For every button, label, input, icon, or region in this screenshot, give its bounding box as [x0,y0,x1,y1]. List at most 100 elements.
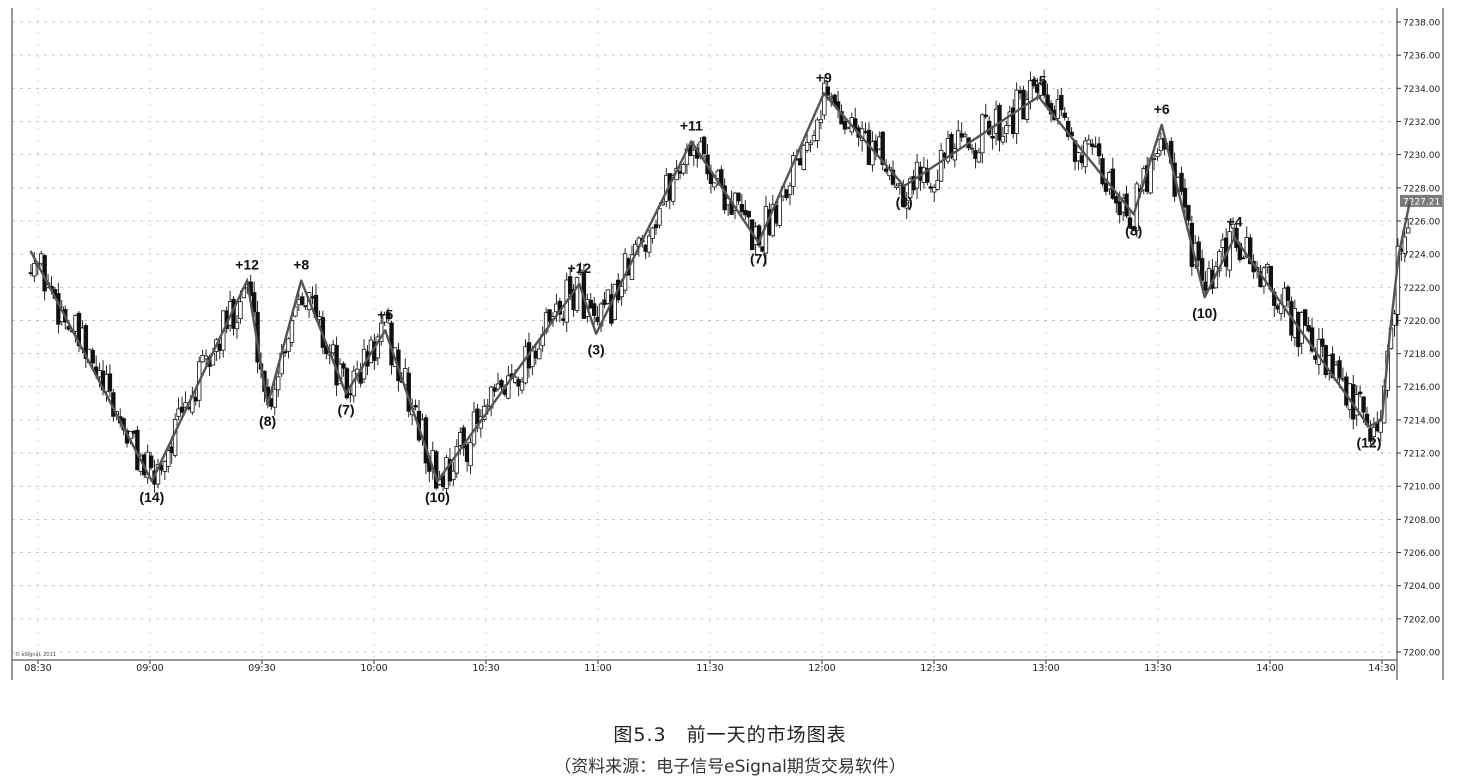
candle-body [890,169,896,185]
candle-body [1392,313,1397,326]
candle [853,107,858,130]
candle-body [1090,143,1095,147]
candle-body [801,145,806,171]
candle-body [839,111,844,125]
candle-body [712,182,717,188]
candle [818,110,824,129]
candle [1371,417,1377,447]
candle-body [1265,264,1270,268]
y-tick-label: 7208.00 [1403,516,1440,526]
candle-body [1241,257,1246,260]
candle-body [1086,139,1091,145]
candle-body [1196,241,1201,261]
candles [28,69,1411,495]
candle-body [468,441,473,467]
candle [468,437,473,475]
y-tick-label: 7232.00 [1403,118,1440,128]
swing-loss-label: (7) [337,401,354,417]
candle-body [272,388,277,408]
candle-body [949,134,954,158]
watermark-text: © eSignal, 2011 [15,651,56,658]
candle-body [983,114,988,117]
candle [454,439,460,478]
candle-body [1041,80,1047,96]
candle [83,323,89,368]
candle-body [925,167,930,183]
candle [90,347,95,369]
candle [1000,127,1006,145]
y-tick-label: 7222.00 [1403,284,1440,294]
y-tick-label: 7228.00 [1403,184,1440,194]
y-tick-label: 7202.00 [1403,615,1440,625]
candle [791,151,796,196]
candle-body [619,285,624,298]
x-tick-label: 11:30 [696,663,723,674]
candle [1090,138,1095,155]
candle-body [818,119,824,123]
candle [234,315,240,339]
candle [983,103,988,120]
candle [739,194,745,216]
candle [1155,148,1160,161]
candle [935,169,940,191]
y-tick-label: 7200.00 [1403,649,1440,659]
grid-lines [12,8,1397,660]
swing-loss-label: (3) [588,342,605,358]
candle [904,191,909,219]
candle [1406,218,1411,234]
swing-gain-label: +12 [567,260,591,276]
candle-body [454,446,460,474]
candle [519,377,525,394]
candle-body [282,351,288,354]
candle [1196,236,1201,267]
candle-body [289,320,295,343]
candle [925,159,930,186]
y-tick-label: 7236.00 [1403,52,1440,62]
candle [1086,134,1091,145]
candle-body [969,147,975,150]
swing-loss-label: (10) [425,489,450,505]
candle [1302,308,1308,327]
x-tick-label: 12:00 [808,663,835,674]
candle-body [107,373,113,392]
candle [300,292,305,306]
candle-body [1230,223,1236,229]
candle [107,364,113,398]
candle-body [1151,158,1157,161]
candle [385,307,391,325]
y-tick-label: 7204.00 [1403,582,1440,592]
candle-body [176,408,181,417]
x-tick-label: 09:30 [248,663,275,674]
candle-body [787,185,793,195]
candle [1182,178,1188,217]
candle-body [653,224,659,229]
swing-loss-label: (14) [139,489,164,505]
candle-body [722,185,727,211]
y-tick-label: 7210.00 [1403,483,1440,493]
candle [1357,385,1363,398]
candle-body [276,376,281,391]
candle-body [1100,158,1105,185]
candle-body [341,363,346,369]
candle [962,131,968,138]
candle-body [681,164,686,174]
candle-body [1179,172,1184,192]
swing-line [29,92,1412,483]
candle [808,140,813,153]
candle-body [492,387,497,392]
candle [1110,157,1116,200]
candle-body [519,381,525,391]
candle [591,296,597,327]
candle [341,361,346,377]
candle-body [461,427,466,449]
candle [1217,248,1222,278]
candle-body [1059,95,1064,111]
candle [461,424,466,457]
candle [653,219,659,235]
candle-body [1371,426,1377,437]
candle-body [732,192,738,211]
candle [1031,76,1037,89]
candle-body [499,380,504,388]
candle [712,182,717,191]
candle [746,210,751,228]
